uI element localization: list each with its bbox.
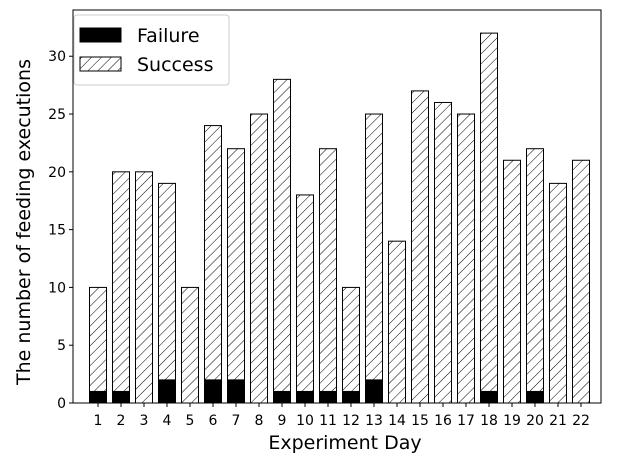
x-tick-label: 20 xyxy=(526,413,544,429)
x-tick-label: 13 xyxy=(365,413,383,429)
x-tick-label: 21 xyxy=(549,413,567,429)
x-tick-label: 12 xyxy=(342,413,360,429)
x-axis-label: Experiment Day xyxy=(268,432,421,454)
x-tick-label: 8 xyxy=(255,413,264,429)
x-tick-label: 9 xyxy=(278,413,287,429)
bar-success-day-19 xyxy=(503,159,521,404)
x-tick-label: 6 xyxy=(209,413,218,429)
plot-frame xyxy=(72,9,602,404)
x-tick-label: 2 xyxy=(117,413,126,429)
x-tick-label: 10 xyxy=(296,413,314,429)
bar-success-day-3 xyxy=(135,171,153,404)
bar-failure-day-11 xyxy=(319,390,337,404)
bar-success-day-5 xyxy=(181,286,199,404)
x-tick-label: 18 xyxy=(480,413,498,429)
axes-group: 1 2 3 4 5 6 7 8 9 10 11 12 13 14 15 16 17 18 19 20 21 2205101… xyxy=(48,9,602,429)
bar-success-day-17 xyxy=(457,113,475,404)
legend-label-failure: Failure xyxy=(137,25,200,47)
bar-success-day-10 xyxy=(296,194,314,392)
bar-success-day-1 xyxy=(89,286,107,392)
bar-failure-day-7 xyxy=(227,379,245,404)
x-tick-label: 14 xyxy=(388,413,406,429)
bar-success-day-22 xyxy=(572,159,590,404)
bar-success-day-16 xyxy=(434,101,452,404)
x-tick-label: 17 xyxy=(457,413,475,429)
legend-label-success: Success xyxy=(137,54,213,76)
x-tick-label: 5 xyxy=(186,413,195,429)
y-tick-label: 20 xyxy=(48,165,66,181)
bar-success-day-18 xyxy=(480,32,498,392)
x-tick-label: 16 xyxy=(434,413,452,429)
x-tick-label: 7 xyxy=(232,413,241,429)
legend: Failure Success xyxy=(73,14,230,86)
bar-failure-day-4 xyxy=(158,379,176,404)
bar-success-day-21 xyxy=(549,182,567,404)
bar-failure-day-13 xyxy=(365,379,383,404)
y-tick-label: 25 xyxy=(48,107,66,123)
x-tick-label: 4 xyxy=(163,413,172,429)
bar-success-day-11 xyxy=(319,148,337,392)
bar-success-day-2 xyxy=(112,171,130,392)
bar-failure-day-1 xyxy=(89,390,107,404)
bar-failure-day-20 xyxy=(526,390,544,404)
bar-success-day-15 xyxy=(411,90,429,404)
y-tick-label: 15 xyxy=(48,223,66,239)
y-tick-label: 5 xyxy=(57,338,66,354)
bar-success-day-6 xyxy=(204,125,222,381)
y-axis-label: The number of feeding executions xyxy=(13,59,35,386)
x-tick-label: 11 xyxy=(319,413,337,429)
bar-success-day-12 xyxy=(342,286,360,392)
bar-success-day-13 xyxy=(365,113,383,381)
x-tick-label: 22 xyxy=(572,413,590,429)
legend-swatch-failure xyxy=(79,27,122,43)
bar-success-day-20 xyxy=(526,148,544,392)
bar-success-day-4 xyxy=(158,182,176,381)
legend-swatch-success xyxy=(79,56,122,72)
y-tick-label: 10 xyxy=(48,280,66,296)
bar-success-day-9 xyxy=(273,78,291,392)
bar-failure-day-18 xyxy=(480,390,498,404)
bars-group xyxy=(89,32,590,404)
x-tick-label: 3 xyxy=(140,413,149,429)
x-tick-label: 19 xyxy=(503,413,521,429)
bar-success-day-14 xyxy=(388,240,406,404)
bar-success-day-8 xyxy=(250,113,268,404)
bar-failure-day-12 xyxy=(342,390,360,404)
bar-failure-day-10 xyxy=(296,390,314,404)
bar-failure-day-6 xyxy=(204,379,222,404)
y-tick-label: 30 xyxy=(48,49,66,65)
y-tick-label: 0 xyxy=(57,396,66,412)
x-tick-label: 1 xyxy=(94,413,103,429)
bar-success-day-7 xyxy=(227,148,245,381)
bar-failure-day-2 xyxy=(112,390,130,404)
x-tick-label: 15 xyxy=(411,413,429,429)
bar-failure-day-9 xyxy=(273,390,291,404)
